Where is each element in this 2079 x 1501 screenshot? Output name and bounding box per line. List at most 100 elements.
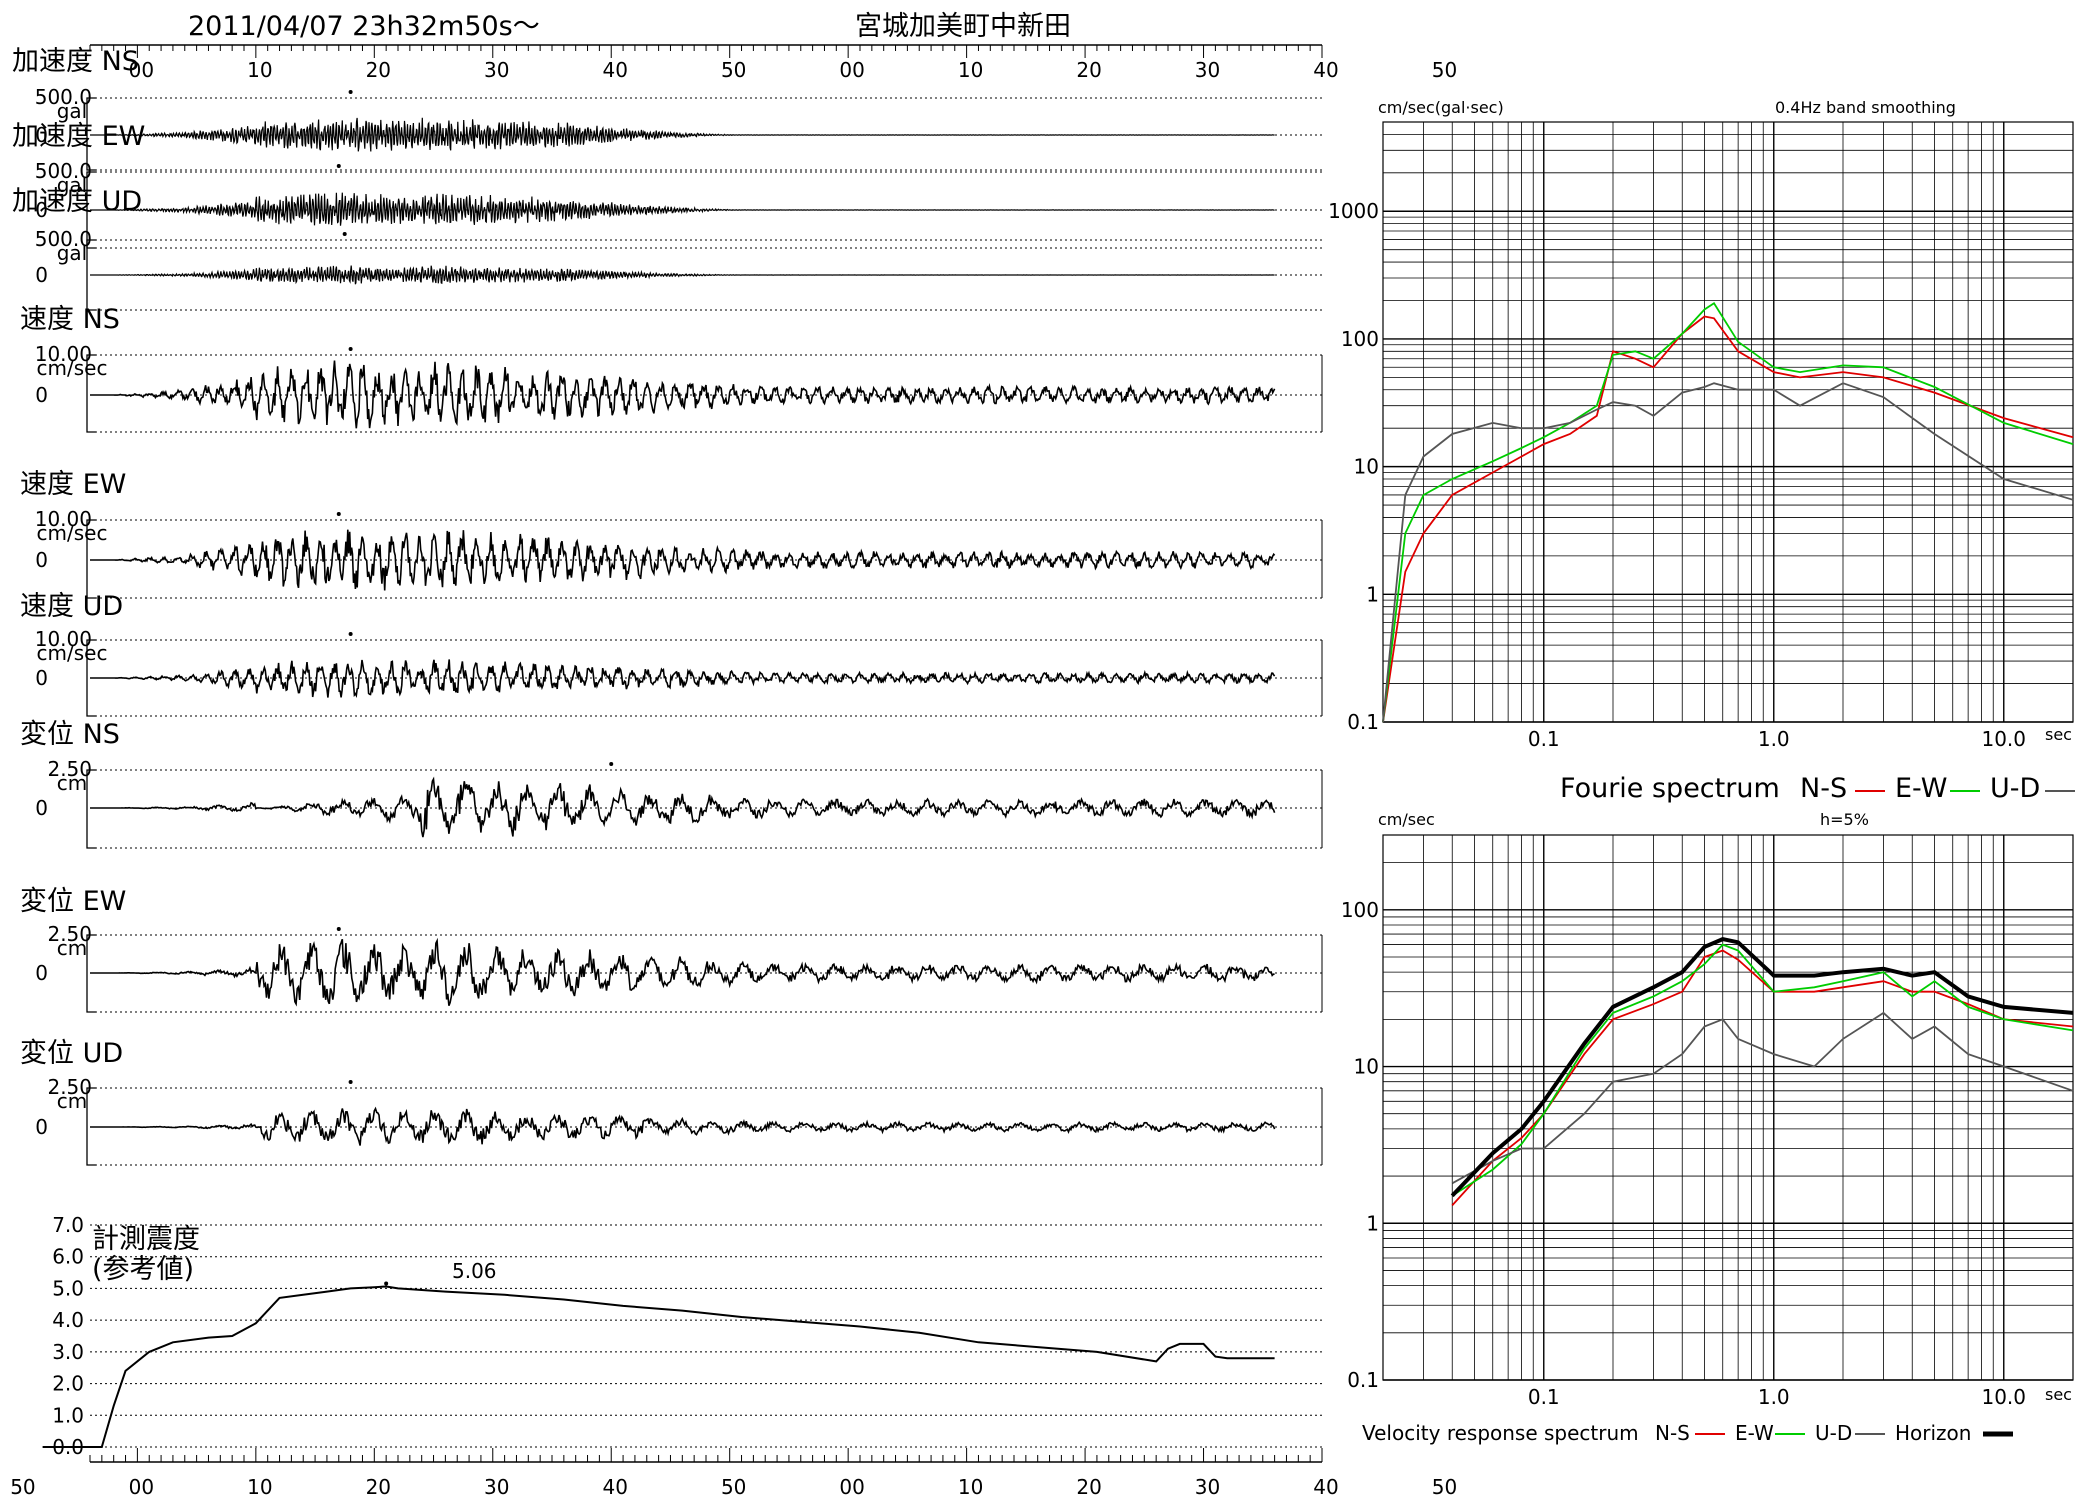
top-axis-tick-label: 40 xyxy=(1313,58,1338,82)
top-axis-tick-label: 50 xyxy=(1432,58,1457,82)
trace-label: 加速度 UD xyxy=(12,186,142,217)
response-legend-label: Horizon xyxy=(1895,1421,1971,1445)
response-series-e-w xyxy=(1451,943,2074,1197)
intensity-peak-marker xyxy=(384,1281,389,1286)
trace-scale-bracket xyxy=(86,171,96,249)
trace-label: 速度 NS xyxy=(20,304,120,335)
bottom-axis-tick-label: 20 xyxy=(1076,1475,1101,1499)
waveform-line xyxy=(90,1106,1276,1146)
intensity-ytick-label: 4.0 xyxy=(52,1308,84,1332)
trace-max-label: 500.0 xyxy=(35,159,92,183)
trace-scale-bracket xyxy=(86,97,96,171)
trace-unit: gal xyxy=(57,241,88,265)
waveform-line xyxy=(90,265,1275,285)
trace-zero-label: 0 xyxy=(35,796,48,820)
intensity-ytick-label: 5.0 xyxy=(52,1276,84,1300)
fourier-legend-label: U-D xyxy=(1990,773,2040,804)
trace-label: 変位 UD xyxy=(20,1038,123,1069)
trace-unit: cm xyxy=(57,1089,87,1113)
trace-unit: cm/sec xyxy=(37,521,108,545)
bottom-axis-tick-label: 00 xyxy=(839,1475,864,1499)
trace-max-label: 10.00 xyxy=(35,342,92,366)
trace-zero-label: 0 xyxy=(35,1115,48,1139)
fourier-spectrum-chart: cm/sec(gal·sec) 0.4Hz band smoothing sec… xyxy=(1328,98,2075,804)
fourier-series-n-s xyxy=(1382,315,2074,723)
response-ytick-label: 10 xyxy=(1354,1055,1379,1079)
response-spectrum-chart: cm/sec h=5% sec Velocity response spectr… xyxy=(1341,810,2074,1445)
trace-unit: gal xyxy=(57,99,88,123)
waveform-line xyxy=(90,937,1275,1007)
fourier-ytick-label: 1000 xyxy=(1328,199,1379,223)
response-series-n-s xyxy=(1451,949,2074,1207)
peak-marker xyxy=(348,1080,353,1084)
waveform-line xyxy=(90,659,1276,698)
intensity-chart: 計測震度 (参考値) 5.06 7.06.05.04.03.02.01.00.0 xyxy=(42,1213,1322,1459)
trace-max-label: 2.50 xyxy=(47,922,92,946)
fourier-note: 0.4Hz band smoothing xyxy=(1775,98,1956,117)
trace-zero-label: 0 xyxy=(35,198,48,222)
fourier-series-u-d xyxy=(1382,382,2074,723)
response-xtick-label: 0.1 xyxy=(1528,1385,1560,1409)
fourier-xtick-label: 10.0 xyxy=(1981,727,2026,751)
trace-max-label: 2.50 xyxy=(47,1075,92,1099)
fourier-legend-title: Fourie spectrum xyxy=(1560,773,1780,804)
bottom-axis-tick-label: 20 xyxy=(366,1475,391,1499)
response-series-u-d xyxy=(1451,1011,2074,1185)
trace-max-label: 500.0 xyxy=(35,227,92,251)
bottom-axis-tick-label: 40 xyxy=(603,1475,628,1499)
trace-scale-bracket xyxy=(86,639,96,717)
trace-zero-label: 0 xyxy=(35,666,48,690)
response-xtick-label: 10.0 xyxy=(1981,1385,2026,1409)
trace-scale-bracket xyxy=(86,1087,96,1166)
peak-marker xyxy=(336,927,341,931)
fourier-frame xyxy=(1382,121,2074,723)
station-name: 宮城加美町中新田 xyxy=(855,11,1071,42)
trace-unit: cm xyxy=(57,936,87,960)
top-axis-tick-label: 00 xyxy=(129,58,154,82)
trace-max-label: 10.00 xyxy=(35,507,92,531)
trace-zero-label: 0 xyxy=(35,263,48,287)
top-axis-tick-label: 30 xyxy=(484,58,509,82)
waveform-line xyxy=(90,529,1276,591)
bottom-axis-tick-label: 50 xyxy=(721,1475,746,1499)
bottom-axis-tick-label: 50 xyxy=(10,1475,35,1499)
trace-label: 変位 NS xyxy=(20,719,120,750)
peak-marker xyxy=(336,164,341,168)
response-xtick-label: 1.0 xyxy=(1758,1385,1790,1409)
top-axis-tick-label: 40 xyxy=(603,58,628,82)
response-unit: cm/sec xyxy=(1378,810,1435,829)
intensity-ytick-label: 1.0 xyxy=(52,1403,84,1427)
trace-label: 加速度 EW xyxy=(12,121,145,152)
bottom-axis-tick-label: 30 xyxy=(484,1475,509,1499)
response-legend-label: E-W xyxy=(1735,1421,1774,1445)
peak-marker xyxy=(336,512,341,516)
trace-label: 加速度 NS xyxy=(12,46,139,77)
fourier-series-e-w xyxy=(1382,302,2074,723)
intensity-peak-label: 5.06 xyxy=(452,1259,497,1283)
response-ytick-label: 0.1 xyxy=(1347,1368,1379,1392)
fourier-unit: cm/sec(gal·sec) xyxy=(1378,98,1504,117)
trace-max-label: 2.50 xyxy=(47,757,92,781)
waveform-line xyxy=(90,192,1275,226)
trace-zero-label: 0 xyxy=(35,548,48,572)
bottom-axis-tick-label: 50 xyxy=(1432,1475,1457,1499)
response-legend-label: U-D xyxy=(1815,1421,1852,1445)
intensity-ytick-label: 3.0 xyxy=(52,1340,84,1364)
response-series-horizon xyxy=(1450,937,2074,1198)
trace-unit: cm xyxy=(57,771,87,795)
peak-marker xyxy=(342,232,347,236)
bottom-axis-tick-label: 10 xyxy=(247,1475,272,1499)
response-legend-label: N-S xyxy=(1655,1421,1690,1445)
fourier-legend-label: E-W xyxy=(1895,773,1947,804)
trace-max-label: 10.00 xyxy=(35,627,92,651)
top-axis-tick-label: 20 xyxy=(366,58,391,82)
trace-label: 速度 EW xyxy=(20,469,126,500)
trace-scale-bracket xyxy=(86,934,96,1013)
top-axis-tick-label: 00 xyxy=(839,58,864,82)
